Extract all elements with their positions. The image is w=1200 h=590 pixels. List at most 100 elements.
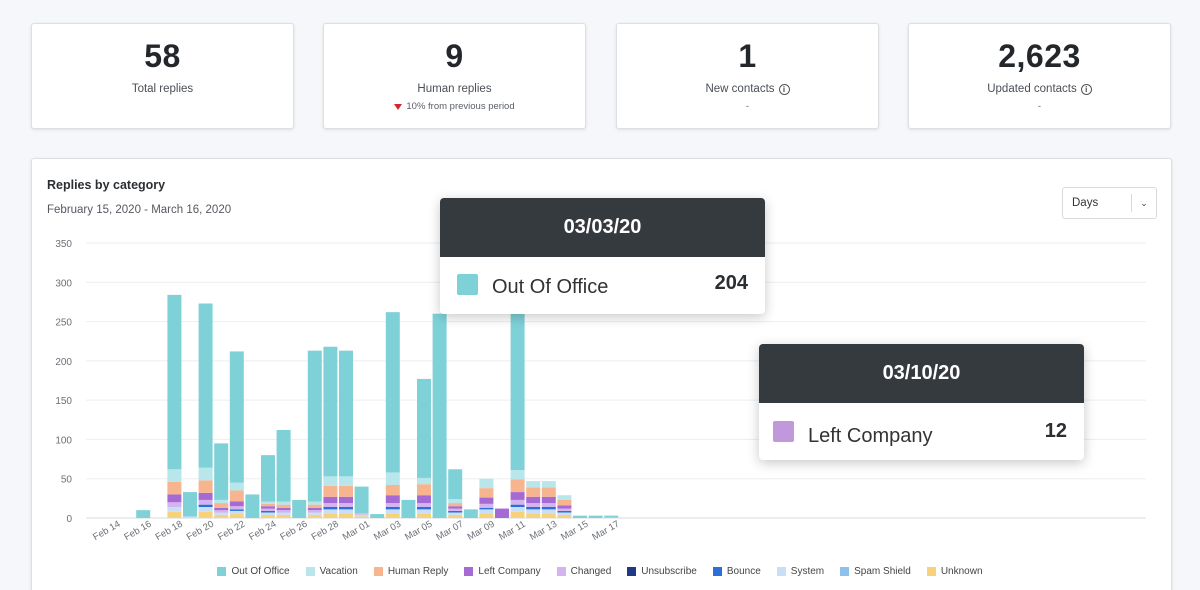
stat-label-text: New contacts [705, 83, 775, 95]
bar-segment [323, 503, 338, 507]
bar-segment [167, 511, 182, 518]
legend-item[interactable]: Human Reply [373, 566, 448, 577]
legend-item[interactable]: Unknown [926, 566, 983, 577]
bar-segment [339, 485, 353, 497]
legend-item[interactable]: Spam Shield [840, 566, 911, 577]
bar-segment [198, 303, 213, 468]
legend-swatch [556, 567, 566, 576]
bar-segment [229, 514, 244, 518]
bar-segment [167, 502, 182, 507]
x-tick-label: Mar 15 [559, 519, 590, 543]
legend-item[interactable]: Bounce [712, 566, 761, 577]
bar-segment [354, 513, 369, 515]
bar-segment [541, 496, 556, 504]
tooltip-mar-10: 03/10/20 Left Company 12 [759, 344, 1084, 460]
y-tick-label: 100 [55, 435, 72, 446]
bar-segment [276, 504, 291, 508]
legend-swatch [373, 567, 383, 576]
x-tick-label: Mar 01 [341, 519, 372, 543]
y-tick-label: 0 [66, 514, 72, 525]
legend-swatch [926, 567, 936, 576]
stat-sub: - [1037, 101, 1042, 112]
bar-segment [198, 504, 213, 507]
y-tick-label: 250 [55, 318, 72, 329]
bar-segment [557, 499, 572, 506]
stat-value: 58 [144, 38, 181, 74]
bar-segment [479, 513, 494, 518]
bar-segment [307, 514, 322, 518]
x-tick-label: Feb 16 [122, 519, 153, 543]
bar-segment [307, 510, 322, 513]
legend-swatch [305, 567, 315, 576]
bar-segment [167, 507, 182, 512]
bar-segment [385, 503, 400, 507]
info-icon[interactable]: i [778, 83, 790, 95]
bar-segment [276, 510, 291, 513]
bar-segment [417, 513, 431, 518]
granularity-dropdown[interactable]: Days ⌄ [1062, 187, 1157, 219]
bar-segment [323, 485, 338, 497]
bar-segment [307, 504, 322, 508]
legend-item[interactable]: Vacation [305, 566, 358, 577]
stat-label-text: Updated contacts [987, 83, 1077, 95]
bar-segment [276, 501, 291, 505]
y-axis-ticks: 0 50 100 150 200 250 300 350 [55, 239, 72, 525]
stat-label: New contacts i [617, 83, 878, 95]
bar-segment [448, 514, 463, 518]
tooltip-body: Left Company 12 [759, 403, 1084, 460]
bar-segment [557, 495, 572, 500]
bar-segment [261, 503, 275, 507]
tooltip-swatch [457, 274, 478, 295]
legend-item[interactable]: Changed [556, 566, 611, 577]
x-tick-label: Mar 03 [372, 519, 403, 543]
bar-segment [541, 481, 556, 488]
bar-segment [510, 504, 525, 507]
bar-segment [183, 492, 197, 517]
bar-segment [448, 510, 463, 513]
legend-label: Unsubscribe [641, 566, 697, 577]
bar-segment [526, 487, 541, 497]
bar-segment [417, 507, 431, 510]
bar-segment [261, 512, 275, 515]
bar-segment [510, 499, 525, 505]
bar-segment [229, 501, 244, 507]
stat-card-updated-contacts: 2,623 Updated contacts i - [908, 23, 1171, 129]
bar-segment [573, 515, 587, 518]
bar-segment [323, 513, 338, 518]
tooltip-swatch [773, 421, 794, 442]
bar-segment [339, 476, 353, 486]
bar-segment [167, 469, 182, 482]
stat-label: Updated contacts i [909, 83, 1170, 95]
bar-segment [588, 515, 603, 518]
stat-value: 2,623 [998, 38, 1081, 74]
stat-label: Human replies [324, 83, 585, 95]
bar-segment [198, 507, 213, 512]
tooltip-series: Left Company [808, 425, 933, 447]
legend-item[interactable]: Unsubscribe [627, 566, 697, 577]
bar-segment [510, 511, 525, 518]
bar-segment [339, 509, 353, 514]
bar-segment [479, 478, 494, 489]
bar-segment [229, 506, 244, 510]
bar-segment [417, 484, 431, 496]
x-tick-label: Mar 09 [466, 519, 497, 543]
bar-segment [479, 497, 494, 504]
legend-label: Left Company [478, 566, 541, 577]
bar-segment [385, 472, 400, 485]
legend-swatch [627, 567, 637, 576]
bar-segment [401, 499, 416, 518]
bar-segment [526, 507, 541, 510]
x-tick-label: Feb 18 [154, 519, 185, 543]
info-icon[interactable]: i [1080, 83, 1092, 95]
bar-segment [229, 482, 244, 491]
bar-segment [526, 481, 541, 488]
bar-segment [385, 485, 400, 496]
bar-segment [385, 495, 400, 504]
legend-item[interactable]: Out Of Office [217, 566, 290, 577]
chart-legend: Out Of Office Vacation Human Reply Left Com… [0, 566, 1200, 577]
bar-segment [229, 509, 244, 511]
legend-item[interactable]: System [776, 566, 824, 577]
bar-segment [354, 514, 369, 517]
bar-segment [229, 490, 244, 502]
legend-item[interactable]: Left Company [464, 566, 541, 577]
